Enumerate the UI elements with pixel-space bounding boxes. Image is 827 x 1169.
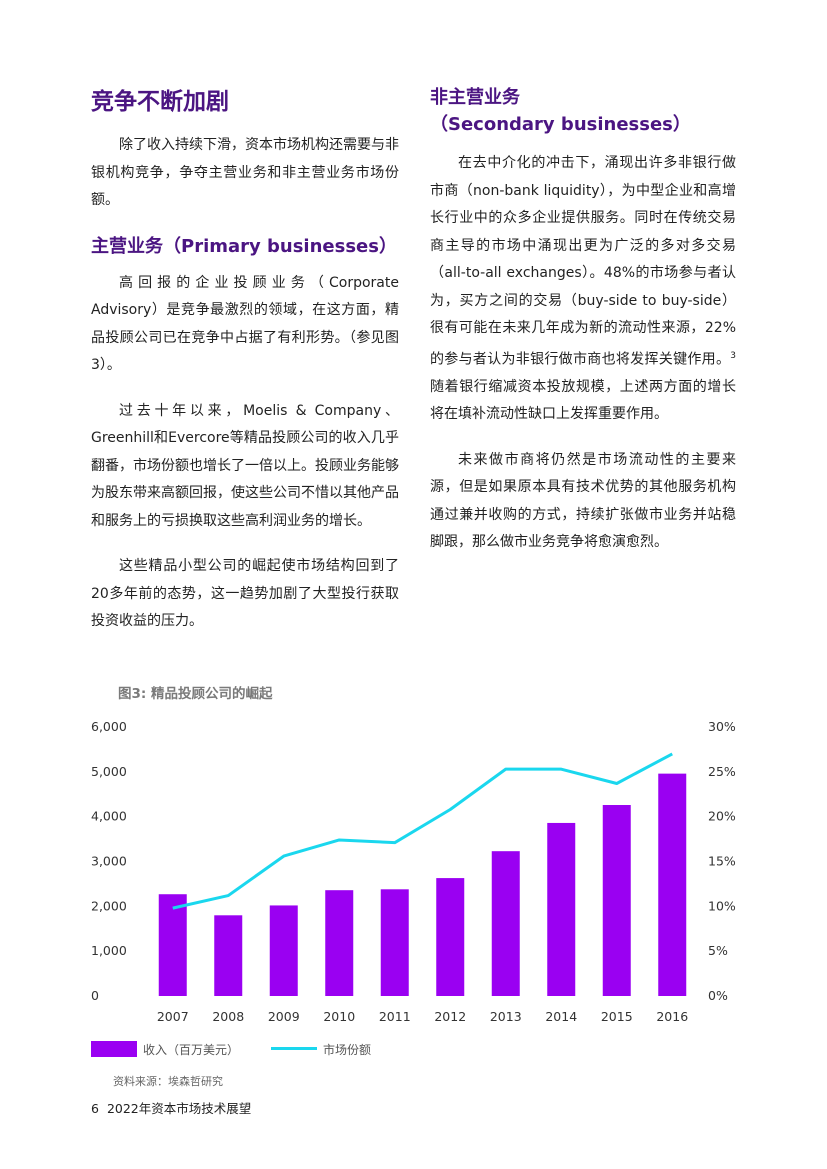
- secondary-paragraph-1-text: 在去中介化的冲击下，涌现出许多非银行做市商（non-bank liquidity…: [430, 155, 736, 368]
- right-axis-tick-label: 0%: [708, 988, 728, 1003]
- market-share-line-layer: [172, 752, 673, 910]
- x-axis-tick-label: 2011: [379, 1009, 411, 1024]
- x-axis-tick-label: 2007: [157, 1009, 189, 1024]
- revenue-bar: [547, 822, 576, 996]
- left-axis-tick-label: 4,000: [91, 809, 127, 824]
- secondary-paragraph-1: 在去中介化的冲击下，涌现出许多非银行做市商（non-bank liquidity…: [430, 150, 736, 429]
- revenue-bar: [380, 889, 409, 996]
- revenue-bar: [158, 894, 187, 996]
- figure-source: 资料来源：埃森哲研究: [113, 1075, 223, 1088]
- page-number: 6: [91, 1101, 99, 1116]
- left-column: 竞争不断加剧 除了收入持续下滑，资本市场机构还需要与非银机构竞争，争夺主营业务和…: [91, 84, 399, 654]
- revenue-legend-swatch: [91, 1041, 137, 1057]
- revenue-bars: [158, 773, 687, 996]
- revenue-bar: [325, 890, 354, 996]
- primary-businesses-heading: 主营业务（Primary businesses）: [91, 235, 397, 257]
- page-footer: 6 2022年资本市场技术展望: [91, 1098, 259, 1117]
- secondary-businesses-heading-en: （Secondary businesses）: [430, 114, 691, 135]
- x-axis-tick-label: 2015: [601, 1009, 633, 1024]
- footnote-ref: 3: [730, 350, 736, 361]
- right-axis-ticks: 0% 5% 10% 15% 20% 25% 30%: [708, 719, 736, 1003]
- right-axis-tick-label: 25%: [708, 764, 736, 779]
- figure-title: 图3: 精品投顾公司的崛起: [118, 686, 273, 702]
- x-axis-tick-label: 2010: [323, 1009, 355, 1024]
- revenue-bar: [214, 915, 243, 996]
- x-axis-tick-label: 2013: [490, 1009, 522, 1024]
- revenue-legend-label: 收入（百万美元）: [143, 1043, 240, 1057]
- x-axis-ticks: 2007 2008 2009 2010 2011 2012 2013 2014 2015 2016: [157, 1009, 688, 1024]
- revenue-bar: [602, 805, 631, 996]
- left-axis-ticks: 0 1,000 2,000 3,000 4,000 5,000 6,000: [91, 719, 127, 1003]
- secondary-businesses-heading: 非主营业务: [430, 84, 736, 111]
- primary-paragraph-1: 高回报的企业投顾业务（Corporate Advisory）是竞争最激烈的领域，…: [91, 274, 399, 374]
- right-axis-tick-label: 15%: [708, 854, 736, 869]
- revenue-bar: [436, 878, 465, 996]
- x-axis-tick-label: 2008: [212, 1009, 244, 1024]
- x-axis-tick-label: 2009: [268, 1009, 300, 1024]
- left-axis-tick-label: 2,000: [91, 898, 127, 913]
- secondary-paragraph-2: 未来做市商将仍然是市场流动性的主要来源，但是如果原本具有技术优势的其他服务机构通…: [430, 451, 736, 551]
- revenue-bar: [269, 905, 298, 996]
- left-axis-tick-label: 0: [91, 988, 99, 1003]
- left-axis-tick-label: 5,000: [91, 764, 127, 779]
- right-axis-tick-label: 5%: [708, 943, 728, 958]
- x-axis-tick-label: 2014: [545, 1009, 577, 1024]
- market-share-line: [172, 752, 673, 910]
- secondary-paragraph-1-tail: 随着银行缩减资本投放规模，上述两方面的增长将在填补流动性缺口上发挥重要作用。: [430, 378, 736, 423]
- left-axis-tick-label: 6,000: [91, 719, 127, 734]
- revenue-bar: [491, 851, 520, 996]
- right-axis-tick-label: 30%: [708, 719, 736, 734]
- intro-paragraph: 除了收入持续下滑，资本市场机构还需要与非银机构竞争，争夺主营业务和非主营业务市场…: [91, 137, 399, 208]
- x-axis-tick-label: 2012: [434, 1009, 466, 1024]
- primary-paragraph-2: 过去十年以来，Moelis & Company、Greenhill和Everco…: [91, 402, 399, 529]
- x-axis-tick-label: 2016: [656, 1009, 688, 1024]
- section-heading: 竞争不断加剧: [91, 89, 229, 115]
- revenue-bar: [658, 773, 687, 996]
- right-axis-tick-label: 10%: [708, 898, 736, 913]
- right-column: 非主营业务 （Secondary businesses） 在去中介化的冲击下，涌…: [430, 84, 736, 575]
- secondary-heading-line1: 非主营业务: [430, 87, 520, 108]
- share-legend-swatch: [271, 1047, 317, 1050]
- share-legend-label: 市场份额: [323, 1043, 372, 1057]
- primary-paragraph-3: 这些精品小型公司的崛起使市场结构回到了20多年前的态势，这一趋势加剧了大型投行获…: [91, 558, 399, 629]
- left-axis-tick-label: 3,000: [91, 854, 127, 869]
- report-title: 2022年资本市场技术展望: [106, 1101, 252, 1116]
- right-axis-tick-label: 20%: [708, 809, 736, 824]
- left-axis-tick-label: 1,000: [91, 943, 127, 958]
